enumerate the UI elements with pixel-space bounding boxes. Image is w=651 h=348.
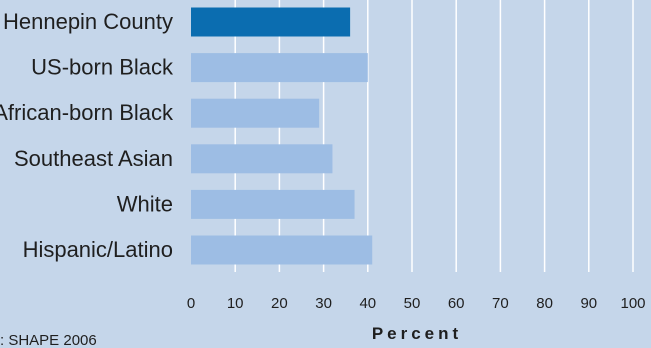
bar-hispanic-latino [191,235,373,265]
x-tick-label-0: 0 [187,295,195,312]
x-tick-label-40: 40 [359,295,376,312]
x-tick-label-20: 20 [271,295,288,312]
category-label-white: White [117,191,173,216]
category-label-us-born-black: US-born Black [31,55,174,80]
x-tick-label-70: 70 [492,295,509,312]
bar-white [191,189,355,219]
bar-us-born-black [191,53,368,83]
bar-southeast-asian [191,144,333,174]
x-tick-label-50: 50 [404,295,421,312]
x-tick-label-30: 30 [315,295,332,312]
x-tick-labels: 0 10 20 30 40 50 60 70 80 90 100 [187,295,646,312]
category-label-hispanic-latino: Hispanic/Latino [23,237,173,262]
bars [191,7,373,265]
category-label-southeast-asian: Southeast Asian [14,146,173,171]
category-label-hennepin-county: Hennepin County [3,9,173,34]
bar-african-born-black [191,98,320,128]
x-tick-label-80: 80 [536,295,553,312]
x-tick-label-60: 60 [448,295,465,312]
x-axis-title: Percent [372,324,462,343]
category-labels: Hennepin County US-born Black African-born… [0,9,174,262]
x-tick-label-90: 90 [580,295,597,312]
x-tick-label-10: 10 [227,295,244,312]
category-label-african-born-black: African-born Black [0,100,174,125]
source-label: : SHAPE 2006 [0,332,97,348]
gridlines [234,0,634,272]
x-tick-label-100: 100 [620,295,645,312]
bar-hennepin-county [191,7,351,37]
